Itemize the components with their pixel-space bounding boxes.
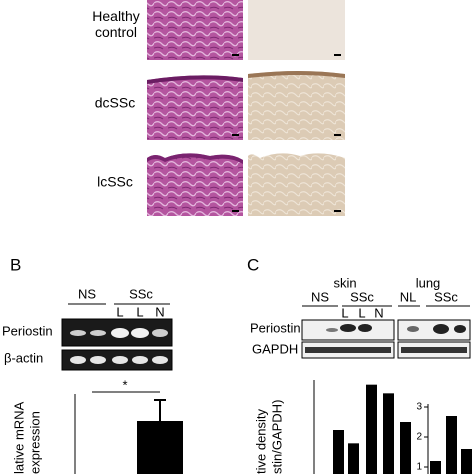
y-tick-label: 1 [416,462,422,473]
bar [446,416,457,474]
bar [137,421,183,474]
group-label: SSc [350,289,374,304]
tissue-label: skin [333,275,356,290]
lane-label: L [116,304,123,319]
tissue-label: lung [416,275,441,290]
y-axis-label: expression [27,411,42,474]
histology [147,0,345,216]
lane-label: L [358,305,365,320]
blot-label: β-actin [4,350,43,365]
bar [430,461,441,474]
bar [366,384,377,474]
lane-label: N [155,304,164,319]
y-axis-label: tive density [253,408,268,474]
lane-label: L [136,304,143,319]
blot-label: Periostin [250,320,301,335]
y-tick-label: 3 [416,402,422,413]
blot-label: Periostin [2,323,53,338]
group-label: NS [78,286,96,301]
group-label: SSc [434,289,458,304]
row-label: dcSSc [95,95,135,111]
bar [400,422,411,474]
panel-label: C [247,255,259,274]
bar [461,449,472,474]
group-label: NL [400,289,417,304]
row-label: lcSSc [97,174,133,190]
y-axis-label: stin/GAPDH) [269,400,284,474]
western-blot [301,319,471,359]
y-tick-label: 2 [416,432,422,443]
y-axis-label: lative mRNA [11,401,26,474]
bar [333,430,344,474]
group-label: NS [311,289,329,304]
panel-label: B [10,255,21,274]
lane-label: N [374,305,383,320]
row-label: Healthy control [92,8,140,40]
bar [383,393,394,474]
bar [348,443,359,474]
lane-label: L [341,305,348,320]
blot-label: GAPDH [252,341,298,356]
significance: * [122,377,127,392]
group-label: SSc [129,286,153,301]
gel [61,318,173,371]
